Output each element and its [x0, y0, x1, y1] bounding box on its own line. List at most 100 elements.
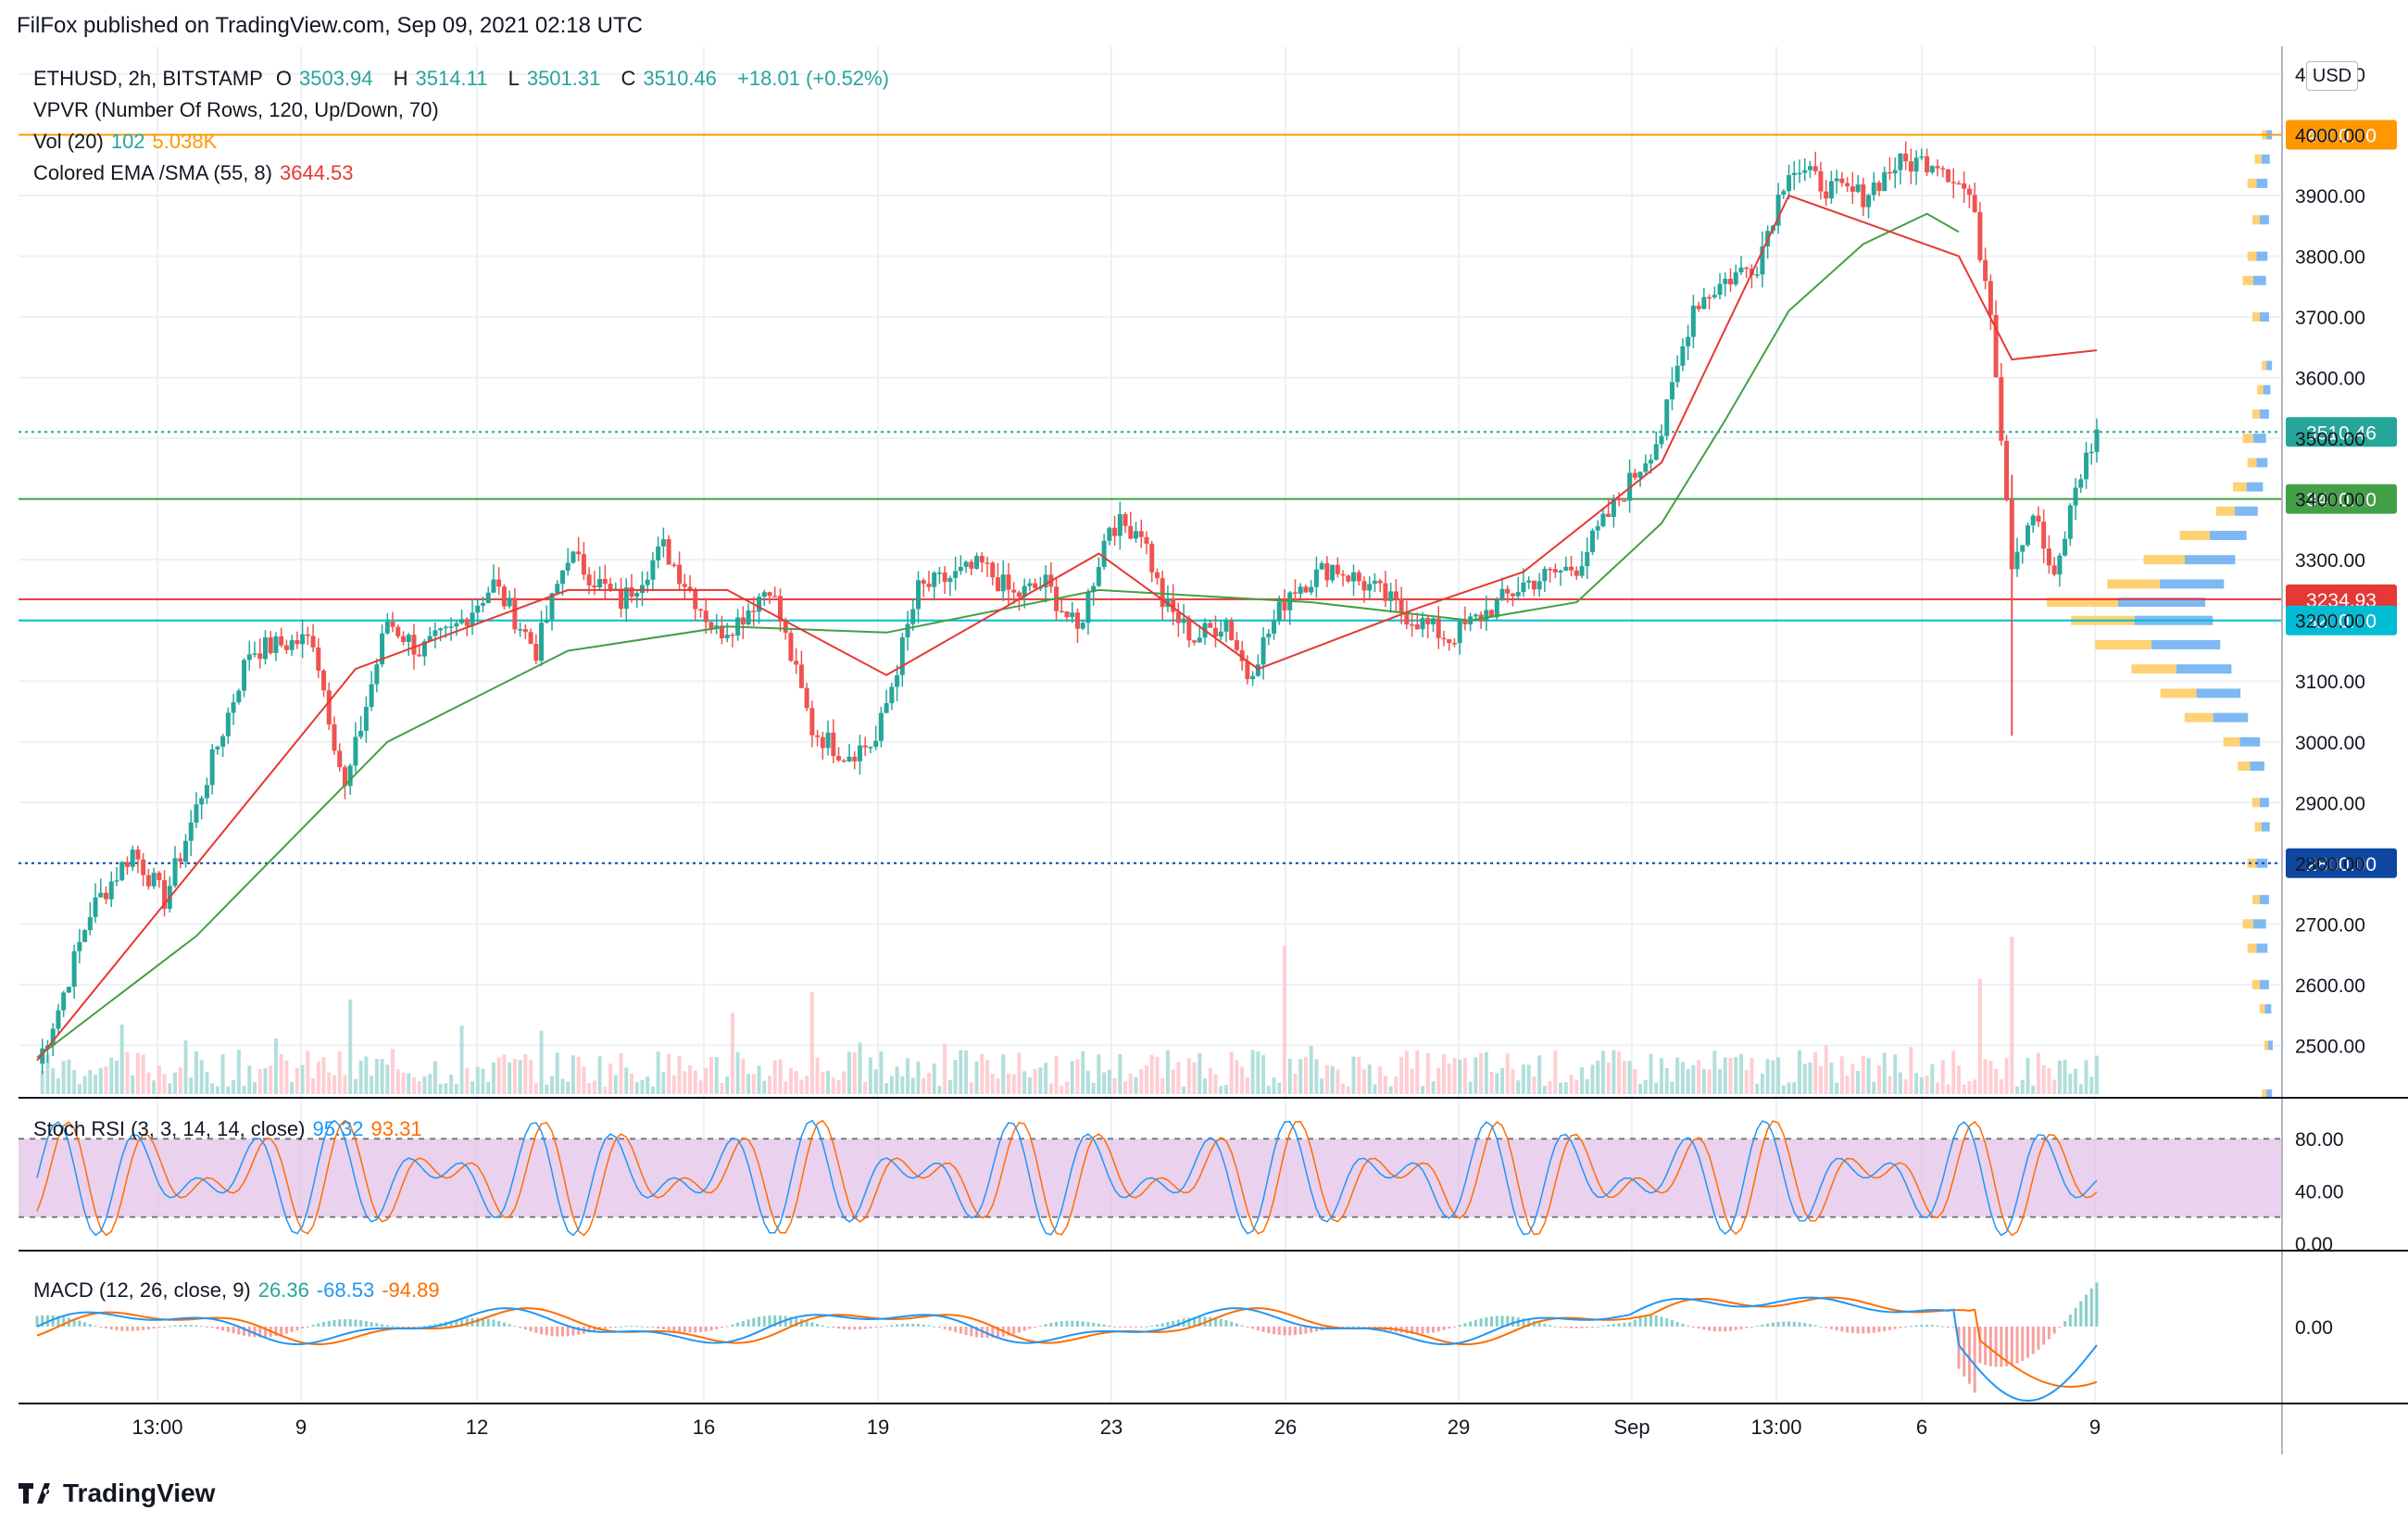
macd-histogram-bar	[1893, 1327, 1897, 1329]
macd-histogram-bar	[1803, 1323, 1807, 1327]
macd-legend[interactable]: MACD (12, 26, close, 9) 26.36 -68.53 -94.89	[33, 1278, 440, 1302]
candle-body	[936, 573, 942, 574]
price-tick-label: 3900.00	[2295, 186, 2365, 208]
candle-body	[857, 745, 862, 762]
ema-legend[interactable]: Colored EMA /SMA (55, 8) 3644.53	[33, 161, 354, 184]
candle-body	[188, 822, 194, 841]
macd-histogram-bar	[253, 1327, 257, 1338]
macd-histogram-bar	[1357, 1326, 1361, 1328]
price-tick-label: 3300.00	[2295, 550, 2365, 572]
candle-body	[141, 859, 146, 875]
volume-bar	[1346, 1086, 1350, 1094]
candle-body	[724, 635, 730, 639]
time-tick-label: 6	[1916, 1416, 1927, 1439]
volume-bar	[634, 1082, 639, 1094]
macd-histogram-bar	[1649, 1314, 1653, 1327]
volume-bar	[1707, 1069, 1712, 1094]
volume-bar	[300, 1064, 305, 1094]
macd-histogram-bar	[1813, 1325, 1817, 1327]
candle-body	[1212, 627, 1218, 637]
volume-bar	[629, 1073, 633, 1094]
volume-bar	[40, 1070, 44, 1094]
volume-profile-row-up	[2261, 154, 2270, 164]
candle-body	[199, 798, 205, 805]
volume-bar	[768, 1076, 772, 1094]
volume-bar	[906, 1058, 910, 1094]
macd-histogram-bar	[1075, 1320, 1079, 1327]
volume-bar	[762, 1080, 767, 1094]
volume-bar	[1149, 1054, 1154, 1094]
volume-bar	[1808, 1062, 1812, 1094]
volume-bar	[1574, 1079, 1579, 1094]
candle-body	[279, 636, 284, 646]
moving-average-lines	[36, 194, 2098, 1062]
candle-body	[1717, 283, 1723, 296]
candle-body	[1744, 267, 1750, 270]
candle-body	[1807, 166, 1812, 170]
candle-body	[135, 850, 141, 860]
candle-body	[1871, 183, 1876, 195]
candle-body	[555, 584, 560, 594]
symbol-name[interactable]: ETHUSD, 2h, BITSTAMP	[33, 67, 263, 90]
macd-histogram-bar	[418, 1326, 421, 1328]
volume-bar	[2020, 1079, 2025, 1094]
volume-bar	[1431, 1081, 1436, 1094]
macd-histogram-bar	[274, 1327, 278, 1337]
volume-bar	[1664, 1068, 1669, 1094]
macd-histogram-bar	[428, 1325, 432, 1327]
volume-bar	[1850, 1064, 1855, 1094]
volume-legend[interactable]: Vol (20) 102 5.038K	[33, 130, 218, 153]
stoch-rsi-legend[interactable]: Stoch RSI (3, 3, 14, 14, close) 95.32 93.3…	[33, 1117, 422, 1140]
macd-histogram-bar	[1256, 1327, 1260, 1331]
macd-histogram-bar	[131, 1327, 134, 1331]
volume-bar	[1771, 1060, 1775, 1094]
macd-histogram-bar	[816, 1323, 820, 1327]
volume-bar	[1983, 1059, 1988, 1094]
macd-histogram-bar	[630, 1326, 633, 1328]
volume-profile-row-up	[2250, 761, 2265, 771]
vpvr-legend[interactable]: VPVR (Number Of Rows, 120, Up/Down, 70)	[33, 98, 439, 121]
candle-body	[380, 633, 385, 665]
candle-body	[1521, 582, 1526, 593]
volume-bar	[269, 1065, 273, 1094]
candle-body	[448, 626, 454, 628]
candle-body	[608, 584, 613, 590]
candle-body	[194, 804, 199, 823]
price-tag-label: 3200.00	[2306, 611, 2377, 633]
macd-histogram-bar	[917, 1324, 921, 1327]
ohlc-open: O 3503.94	[275, 67, 373, 90]
macd-histogram-bar	[1596, 1326, 1599, 1328]
macd-histogram-bar	[83, 1322, 87, 1327]
candle-body	[958, 566, 963, 572]
volume-profile-row-down	[2247, 178, 2257, 188]
candle-body	[809, 708, 815, 736]
macd-histogram-bar	[1978, 1327, 1982, 1364]
volume-bar	[778, 1059, 783, 1094]
candle-body	[1138, 531, 1144, 537]
candle-body	[98, 892, 104, 898]
volume-bar	[2025, 1057, 2030, 1094]
volume-bar	[1792, 1082, 1797, 1094]
macd-histogram-bar	[455, 1319, 458, 1327]
candle-body	[236, 690, 242, 703]
volume-bar	[1882, 1052, 1887, 1094]
volume-bar	[671, 1075, 676, 1094]
macd-histogram-bar	[566, 1327, 570, 1337]
volume-bar	[1240, 1066, 1245, 1094]
volume-bar	[550, 1076, 554, 1094]
volume-bar	[688, 1064, 693, 1094]
macd-histogram-bar	[1718, 1327, 1722, 1332]
macd-histogram-bar	[550, 1327, 554, 1337]
candle-body	[1956, 183, 1962, 185]
volume-bar	[1553, 1051, 1558, 1094]
macd-histogram-bar	[1176, 1319, 1180, 1327]
macd-histogram-bar	[529, 1327, 533, 1332]
volume-bar	[592, 1080, 596, 1094]
volume-bar	[1293, 1073, 1298, 1094]
volume-bar	[1091, 1082, 1096, 1094]
volume-bar	[88, 1069, 93, 1094]
volume-bar	[794, 1071, 798, 1094]
currency-selector[interactable]: USD	[2306, 61, 2358, 91]
macd-histogram-bar	[1314, 1327, 1318, 1332]
